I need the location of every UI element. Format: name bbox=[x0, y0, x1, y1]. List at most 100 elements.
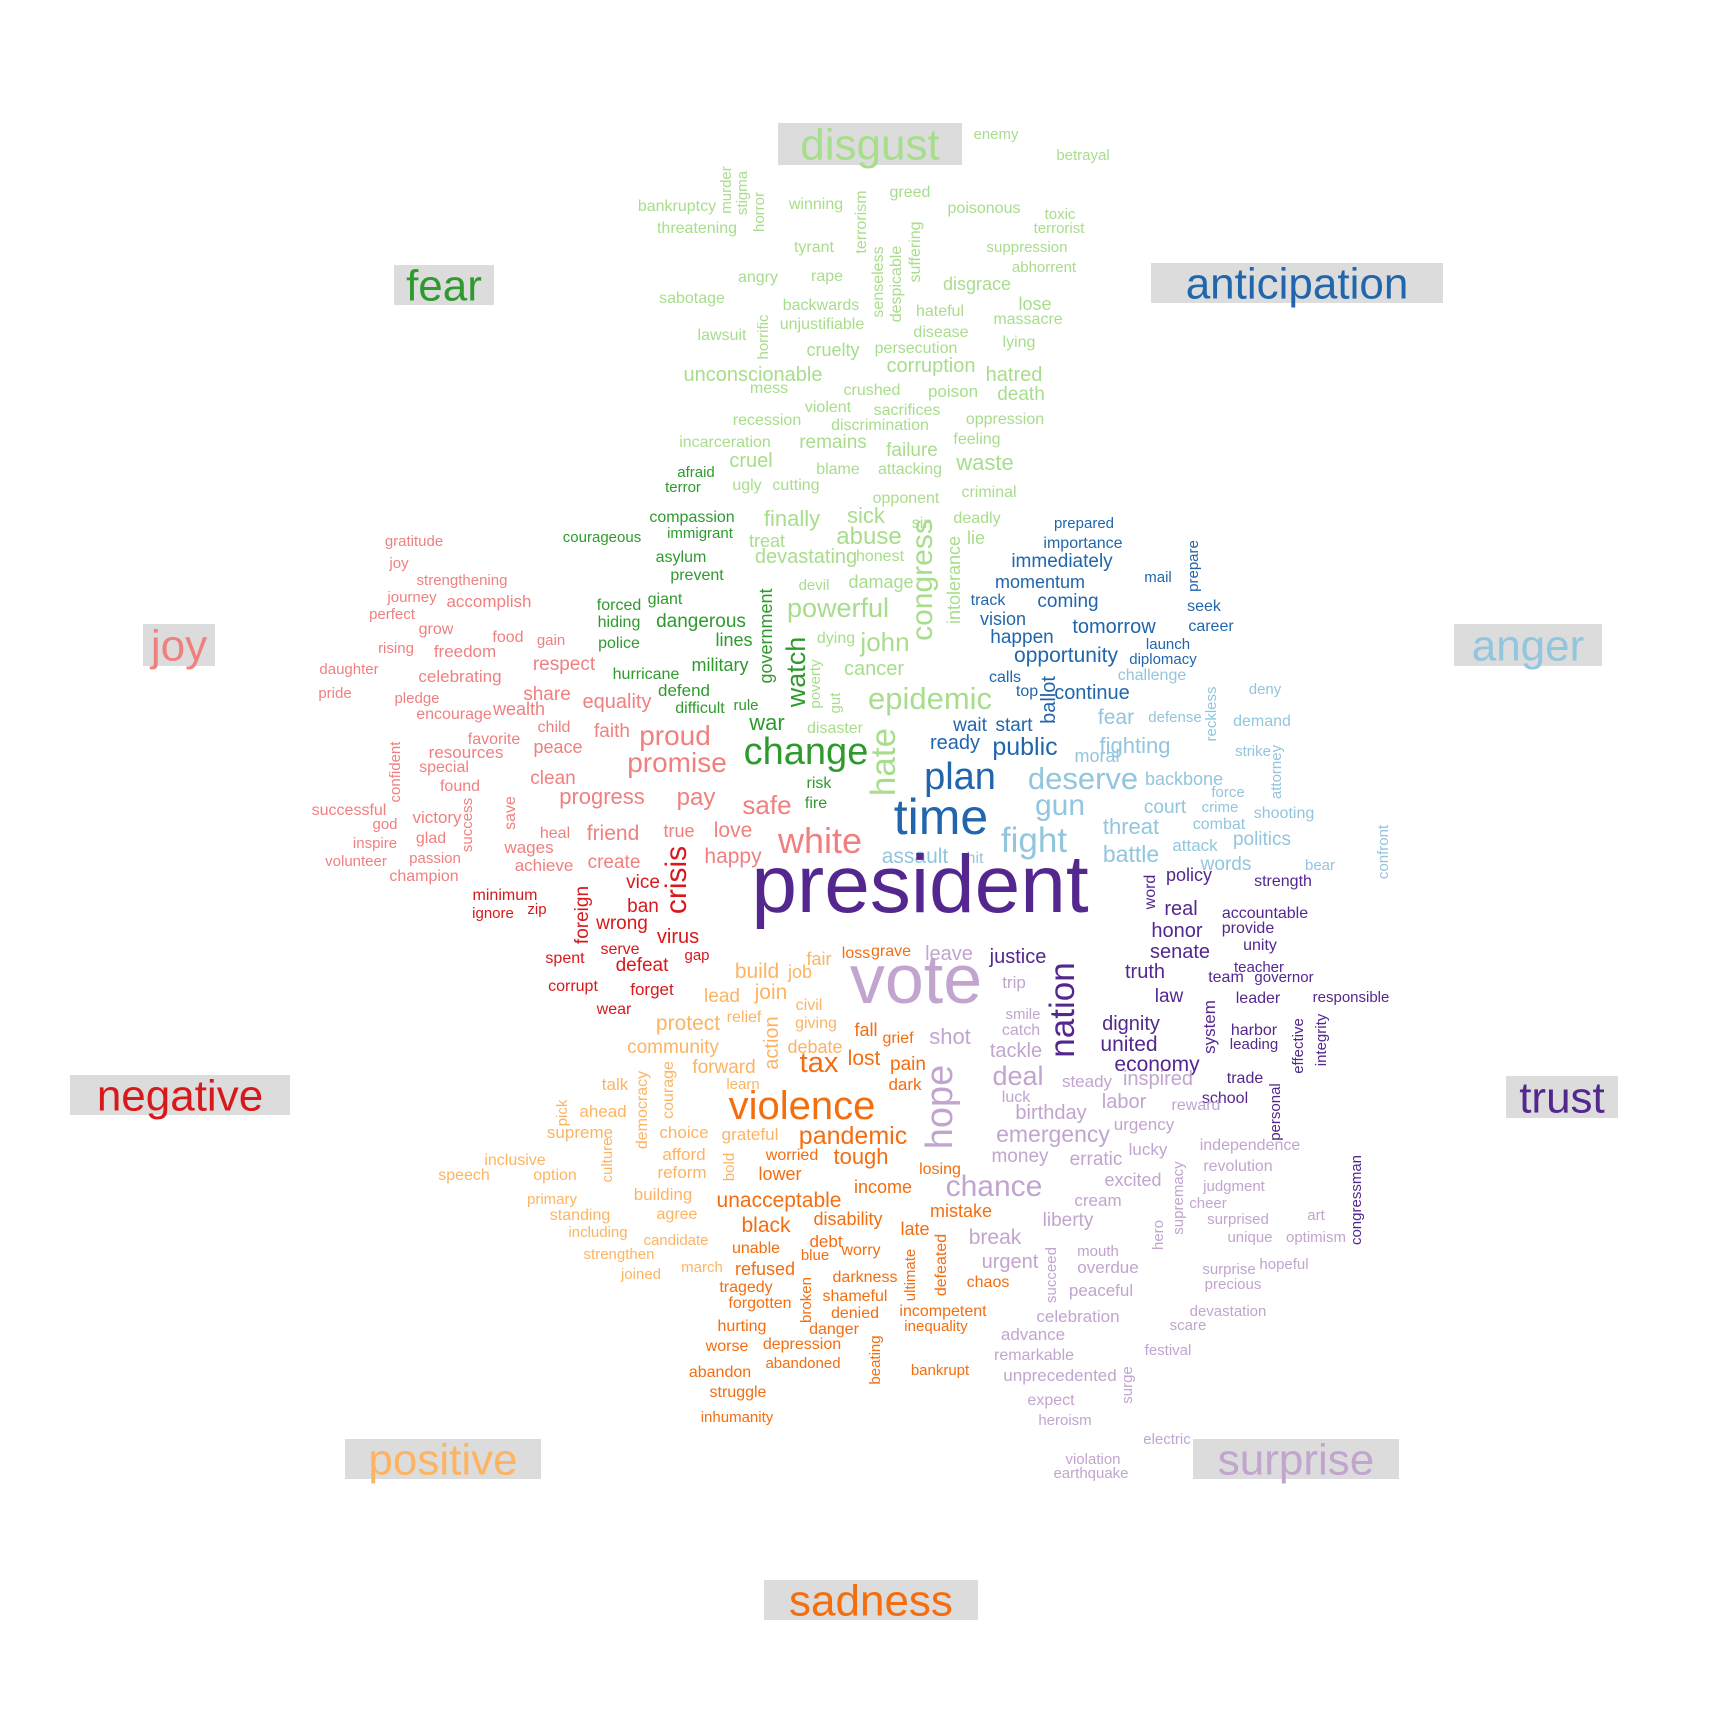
word-optimism: optimism bbox=[1286, 1229, 1346, 1246]
word-opportunity: opportunity bbox=[1014, 644, 1118, 667]
word-afford: afford bbox=[662, 1145, 705, 1164]
word-epidemic: epidemic bbox=[868, 681, 992, 716]
word-sin: sin bbox=[912, 515, 932, 532]
word-words: words bbox=[1200, 854, 1252, 875]
word-surprised: surprised bbox=[1207, 1211, 1269, 1228]
category-label-fear: fear bbox=[394, 261, 494, 310]
word-hope: hope bbox=[919, 1065, 961, 1150]
word-festival: festival bbox=[1145, 1342, 1192, 1359]
word-pandemic: pandemic bbox=[799, 1122, 907, 1150]
word-prepared: prepared bbox=[1054, 515, 1114, 532]
word-powerful: powerful bbox=[787, 593, 889, 623]
word-defend: defend bbox=[658, 681, 710, 700]
word-depression: depression bbox=[763, 1336, 841, 1353]
word-deadly: deadly bbox=[953, 510, 1000, 527]
word-pledge: pledge bbox=[394, 690, 439, 707]
word-pay: pay bbox=[677, 784, 716, 811]
word-asylum: asylum bbox=[656, 549, 707, 566]
word-bold: bold bbox=[721, 1153, 738, 1181]
word-sacrifices: sacrifices bbox=[874, 402, 941, 419]
category-label-text: anger bbox=[1472, 621, 1585, 670]
word-confident: confident bbox=[387, 741, 404, 803]
word-lead: lead bbox=[704, 986, 740, 1007]
word-unique: unique bbox=[1227, 1229, 1272, 1246]
word-cruelty: cruelty bbox=[806, 340, 859, 360]
word-protect: protect bbox=[656, 1012, 720, 1035]
word-standing: standing bbox=[550, 1207, 611, 1224]
word-group-anticipation: prepared importance prepare immediately mail… bbox=[894, 515, 1235, 845]
word-disgrace: disgrace bbox=[943, 274, 1011, 294]
label-background bbox=[345, 1439, 541, 1479]
word-economy: economy bbox=[1114, 1053, 1200, 1076]
word-backwards: backwards bbox=[783, 297, 859, 314]
word-hurting: hurting bbox=[718, 1318, 767, 1335]
word-favorite: favorite bbox=[468, 731, 521, 748]
word-finally: finally bbox=[764, 506, 820, 531]
word-despicable: despicable bbox=[888, 246, 905, 323]
word-immigrant: immigrant bbox=[667, 525, 734, 542]
word-vice: vice bbox=[626, 872, 660, 893]
word-difficult: difficult bbox=[675, 700, 725, 717]
word-momentum: momentum bbox=[995, 572, 1085, 592]
word-group-trust: word policy strength real accountableprovide… bbox=[751, 839, 1389, 1245]
word-inhumanity: inhumanity bbox=[701, 1409, 774, 1426]
word-perfect: perfect bbox=[369, 606, 416, 623]
word-judgment: judgment bbox=[1202, 1178, 1266, 1195]
word-celebrating: celebrating bbox=[418, 667, 501, 686]
word-independence: independence bbox=[1200, 1137, 1301, 1154]
word-volunteer: volunteer bbox=[325, 853, 387, 870]
word-chaos: chaos bbox=[967, 1274, 1010, 1291]
word-cancer: cancer bbox=[844, 658, 904, 680]
word-personal: personal bbox=[1267, 1083, 1284, 1141]
word-senate: senate bbox=[1150, 941, 1210, 963]
word-crushed: crushed bbox=[844, 382, 901, 399]
word-sick: sick bbox=[847, 503, 886, 528]
word-crime: crime bbox=[1202, 799, 1239, 816]
word-police: police bbox=[598, 635, 640, 652]
word-hurricane: hurricane bbox=[613, 666, 680, 683]
word-truth: truth bbox=[1125, 961, 1165, 983]
word-spent: spent bbox=[545, 950, 585, 967]
word-minimum: minimum bbox=[473, 887, 538, 904]
word-courage: courage bbox=[660, 1061, 677, 1119]
category-label-text: negative bbox=[97, 1071, 263, 1120]
word-defeat: defeat bbox=[616, 955, 670, 976]
word-damage: damage bbox=[848, 572, 913, 592]
word-agree: agree bbox=[657, 1206, 698, 1223]
word-advance: advance bbox=[1001, 1325, 1065, 1344]
word-gratitude: gratitude bbox=[385, 533, 443, 550]
word-stigma: stigma bbox=[734, 170, 751, 215]
word-urgent: urgent bbox=[982, 1251, 1039, 1273]
word-leader: leader bbox=[1236, 990, 1281, 1007]
word-demand: demand bbox=[1233, 713, 1291, 730]
word-reward: reward bbox=[1172, 1097, 1221, 1114]
word-talk: talk bbox=[602, 1075, 629, 1094]
category-label-text: trust bbox=[1519, 1073, 1605, 1122]
word-grateful: grateful bbox=[722, 1125, 779, 1144]
word-broken: broken bbox=[798, 1277, 815, 1323]
word-time: time bbox=[894, 789, 988, 845]
word-persecution: persecution bbox=[875, 340, 958, 357]
word-diplomacy: diplomacy bbox=[1129, 651, 1197, 668]
word-wait: wait bbox=[952, 715, 988, 736]
word-building: building bbox=[634, 1185, 693, 1204]
word-journey: journey bbox=[386, 589, 437, 606]
word-treat: treat bbox=[749, 531, 785, 551]
word-horrific: horrific bbox=[755, 314, 772, 360]
word-rule: rule bbox=[733, 697, 758, 714]
word-lines: lines bbox=[715, 630, 752, 650]
word-ready: ready bbox=[930, 732, 980, 754]
word-honor: honor bbox=[1151, 920, 1202, 942]
word-inspired: inspired bbox=[1123, 1068, 1193, 1090]
word-foreign: foreign bbox=[572, 886, 593, 944]
word-law: law bbox=[1155, 986, 1184, 1007]
word-tyrant: tyrant bbox=[794, 239, 835, 256]
word-winning: winning bbox=[788, 196, 843, 213]
word-violence: violence bbox=[729, 1084, 876, 1128]
word-fair: fair bbox=[806, 949, 831, 969]
word-equality: equality bbox=[583, 691, 652, 713]
word-worse: worse bbox=[705, 1338, 749, 1355]
category-label-anticipation: anticipation bbox=[1151, 259, 1443, 308]
label-background bbox=[1151, 263, 1443, 303]
word-join: join bbox=[754, 981, 788, 1004]
